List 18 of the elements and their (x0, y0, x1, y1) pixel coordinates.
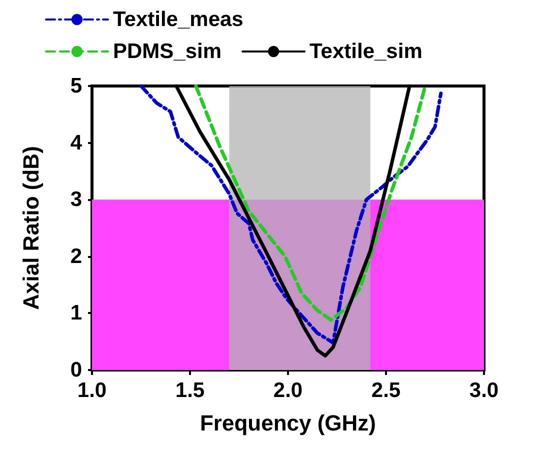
y-tick-label: 0 (70, 358, 82, 382)
y-tick-label: 5 (70, 74, 82, 98)
x-tick-label: 1.0 (77, 379, 107, 402)
y-tick-label: 2 (70, 244, 82, 268)
x-axis-title: Frequency (GHz) (200, 410, 376, 436)
y-tick-label: 1 (70, 302, 82, 325)
line-series (194, 84, 427, 322)
y-tick-label: 3 (70, 188, 82, 212)
line-series (139, 84, 443, 344)
x-tick-label: 2.0 (273, 379, 303, 402)
y-tick-label: 4 (70, 131, 82, 154)
y-axis-title: Axial Ratio (dB) (18, 146, 44, 310)
x-tick-label: 1.5 (175, 379, 205, 402)
x-tick-label: 3.0 (469, 379, 499, 402)
legend-label: PDMS_sim (113, 40, 222, 63)
legend-label: Textile_sim (310, 40, 422, 63)
x-tick-label: 2.5 (371, 379, 401, 402)
legend-label: Textile_meas (113, 8, 244, 31)
